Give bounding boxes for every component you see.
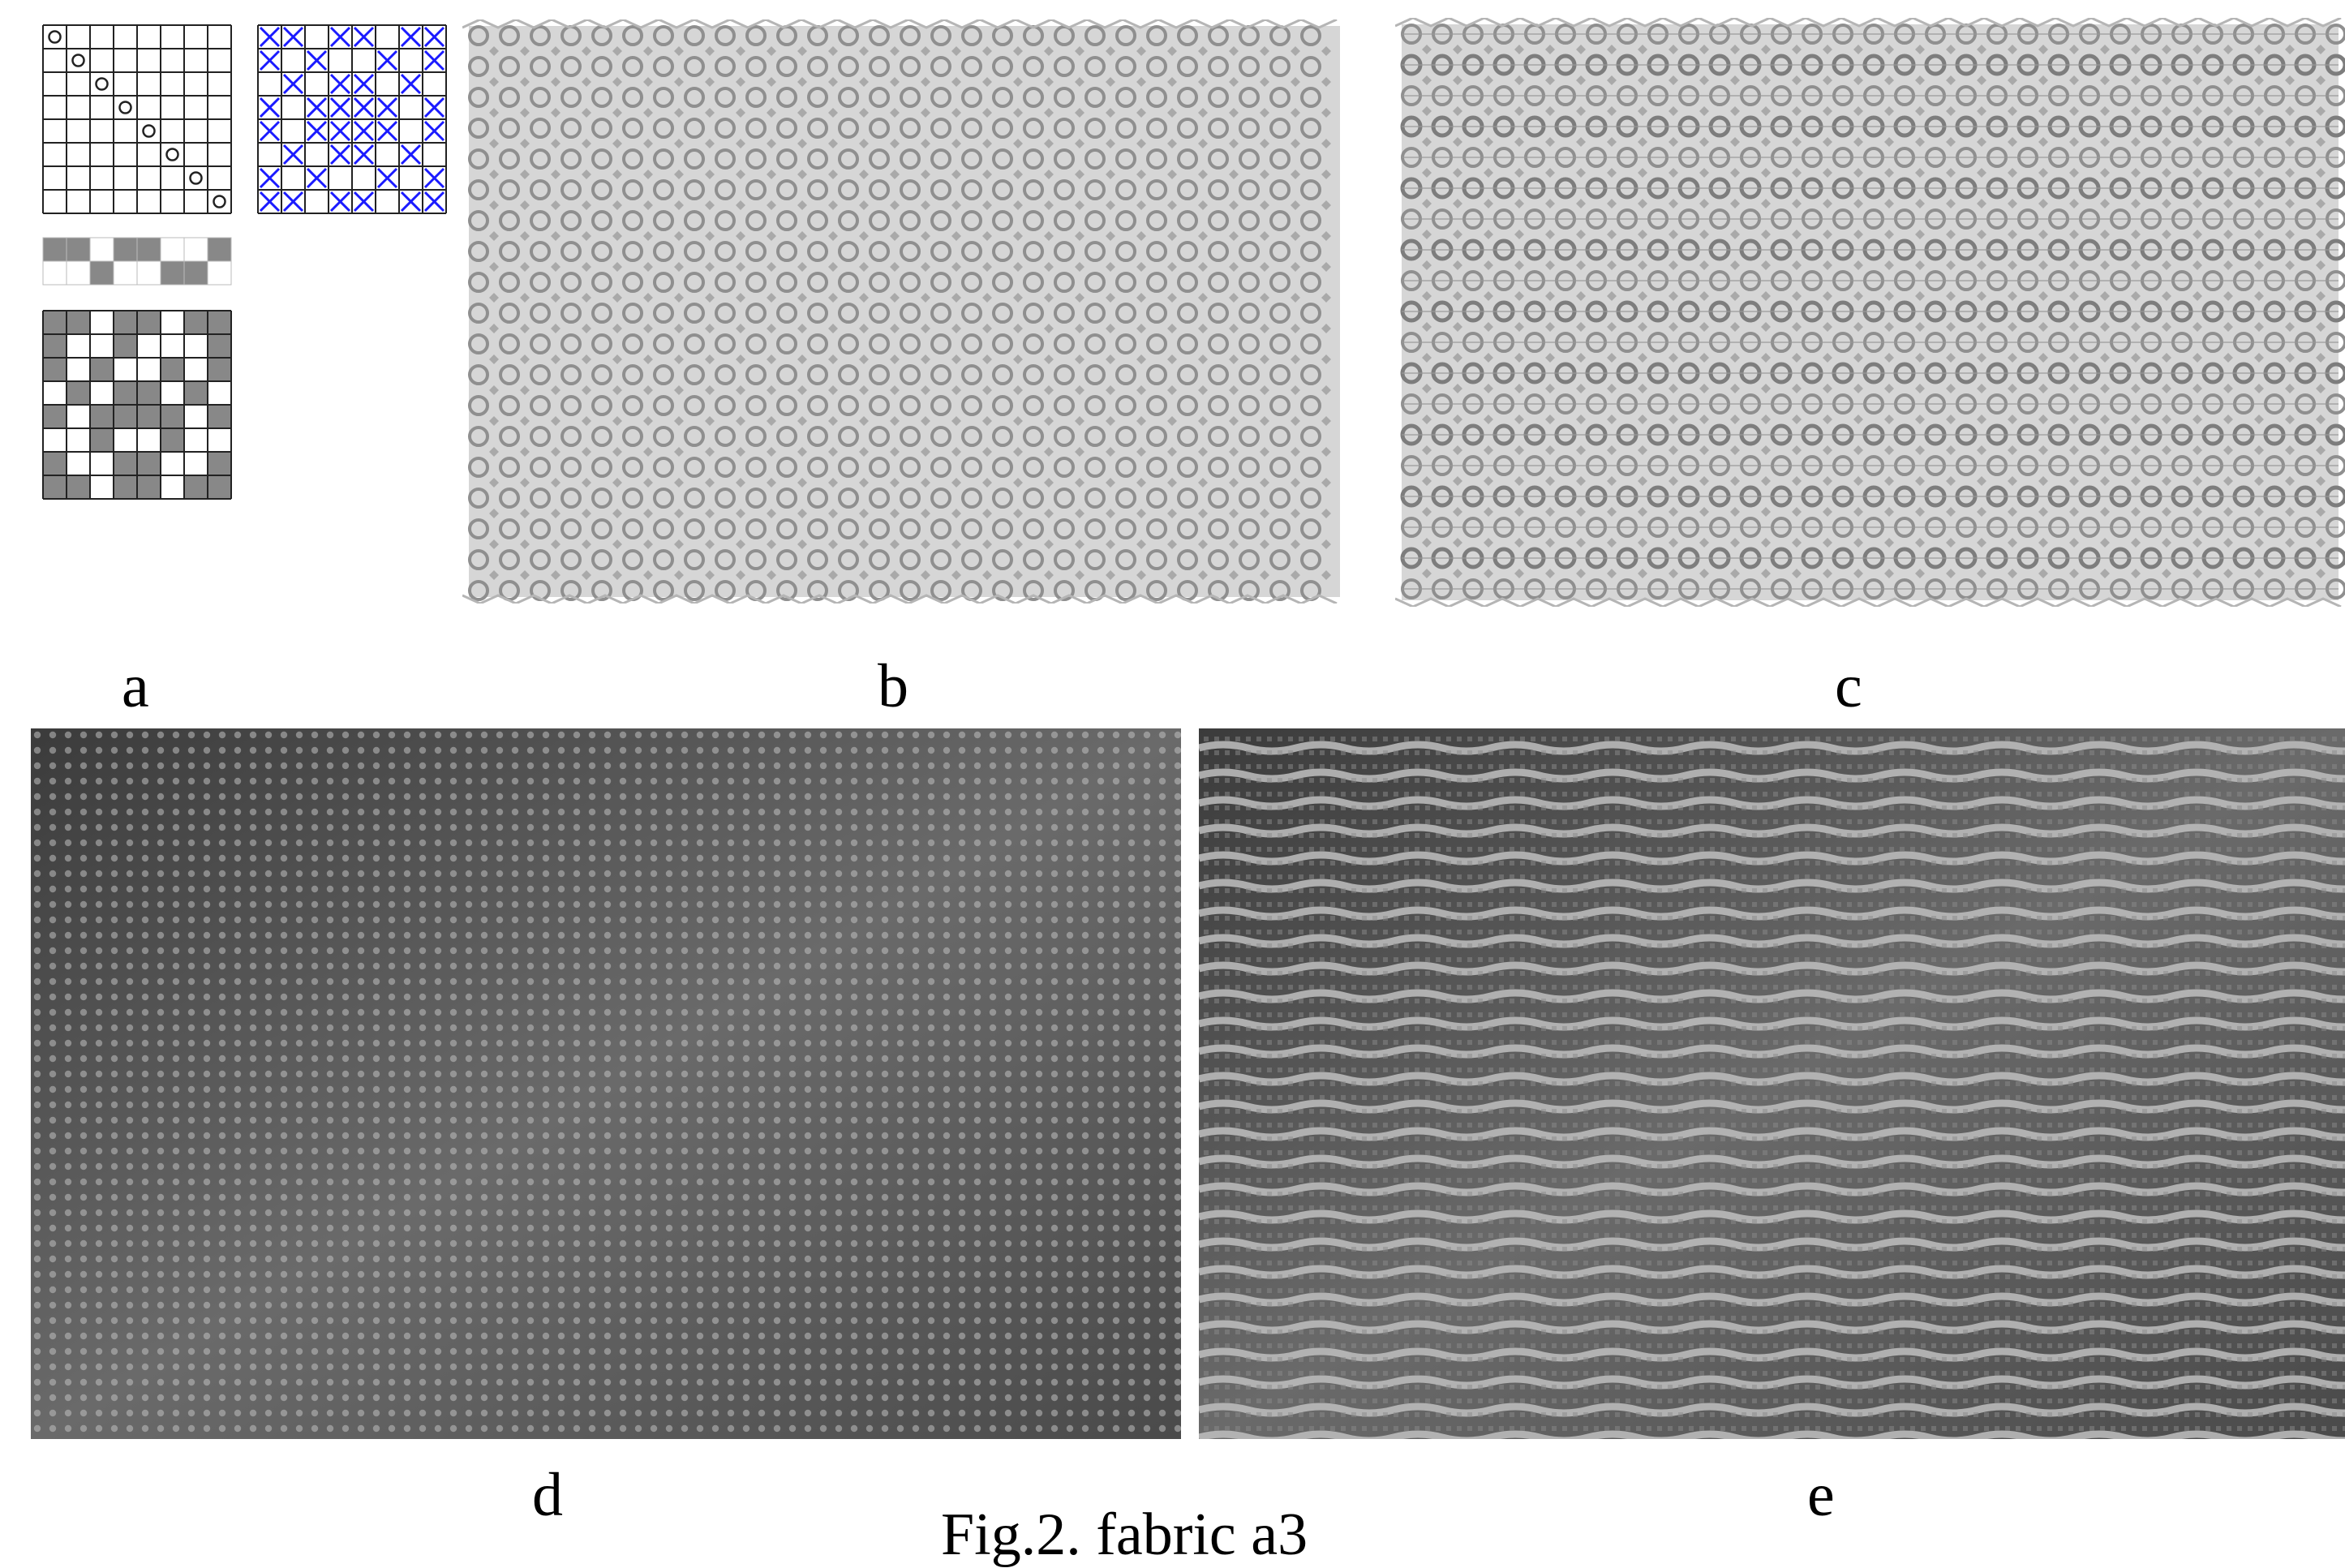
figure-caption: Fig.2. fabric a3: [941, 1505, 1308, 1565]
interlacing-draft: [256, 23, 450, 214]
panel-label-b: b: [878, 655, 908, 717]
threading-draft: [41, 23, 235, 214]
panel-a-drafts: [41, 23, 450, 503]
panel-e-fabric-photo: [1199, 728, 2345, 1439]
weave-draft: [41, 308, 235, 500]
panel-label-e: e: [1807, 1464, 1835, 1526]
panel-c-simulated-fabric: [1395, 18, 2345, 607]
panel-label-c: c: [1835, 655, 1862, 717]
treadling-strip: [41, 235, 235, 287]
panel-label-d: d: [532, 1464, 563, 1526]
panel-d-fabric-photo: [31, 728, 1181, 1439]
panel-label-a: a: [122, 655, 149, 717]
panel-b-simulated-fabric: [462, 19, 1346, 604]
